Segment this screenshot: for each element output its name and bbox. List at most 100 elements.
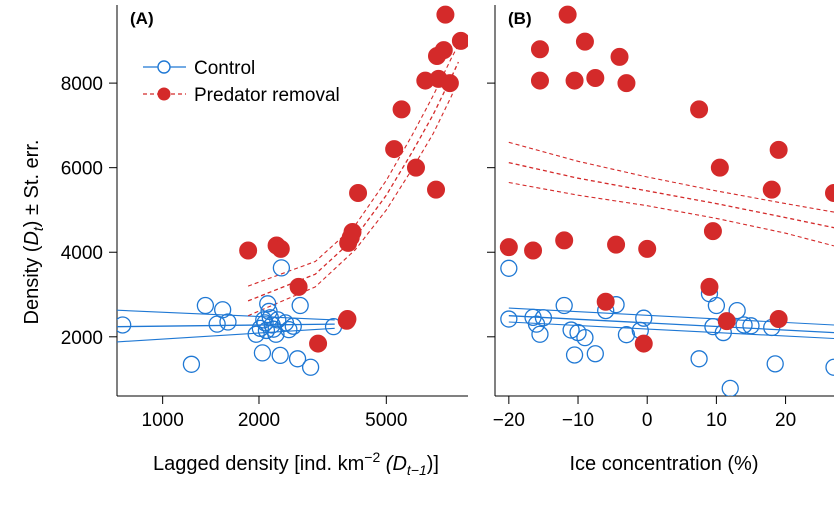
panel-a-y-tick-label: 8000 bbox=[61, 74, 103, 95]
panel-b-control-point bbox=[690, 350, 708, 368]
panel-a-control-fit-lower-line bbox=[117, 327, 335, 343]
panel-a-control-point bbox=[269, 311, 287, 329]
panel-b-control-point bbox=[635, 309, 653, 327]
panel-b-control-point bbox=[500, 310, 518, 328]
panel-b-control-point bbox=[766, 355, 784, 373]
panel-a-predator-point bbox=[338, 310, 357, 329]
panel-a-control-fit-line bbox=[117, 323, 335, 328]
panel-a-y-tick-label: 6000 bbox=[61, 159, 103, 180]
panel-b-predator-point bbox=[610, 47, 629, 66]
panel-a-control-point bbox=[257, 321, 276, 340]
panel-b-predator-point bbox=[558, 5, 577, 24]
panel-a-control-point bbox=[219, 313, 237, 331]
panel-a-predator-point bbox=[289, 277, 308, 296]
panel-a-control-point bbox=[259, 295, 277, 313]
panel-a-control-point bbox=[267, 325, 285, 343]
panel-a-control-point bbox=[117, 316, 132, 334]
panel-b-control-point bbox=[576, 328, 594, 347]
panel-b-predator-point bbox=[575, 32, 594, 51]
panel-b-predator-point bbox=[690, 100, 709, 119]
y-axis-title-main: Density ( bbox=[21, 245, 43, 324]
panel-b-predator-point bbox=[717, 312, 736, 331]
panel-b-control-point bbox=[735, 316, 753, 334]
panel-a-predator-point bbox=[239, 241, 258, 260]
panel-a-label: (A) bbox=[130, 9, 154, 28]
panel-a-control-point bbox=[301, 358, 320, 376]
panel-b-predator-point bbox=[586, 69, 605, 88]
panel-b-predator-point bbox=[596, 292, 615, 311]
panel-b-x-tick-label: −20 bbox=[493, 410, 525, 431]
panel-b-axes bbox=[494, 5, 834, 397]
panel-b-predator-point bbox=[565, 71, 584, 90]
panel-b-control-point bbox=[721, 379, 739, 396]
panel-a-y-tick-label: 2000 bbox=[61, 328, 103, 349]
x-axis-a-title-var: (D bbox=[380, 453, 407, 475]
panel-b-control-point bbox=[531, 325, 549, 343]
panel-b-predator-point bbox=[499, 238, 518, 257]
panel-b-x-tick-label: −10 bbox=[562, 410, 594, 431]
panel-b-control-point bbox=[586, 345, 604, 363]
panel-a-control-fit-upper-line bbox=[117, 309, 335, 321]
legend-predator-label: Predator removal bbox=[194, 85, 340, 106]
panel-b-predator-point bbox=[825, 184, 834, 203]
panel-a-control-point bbox=[271, 346, 289, 365]
panel-a-plot bbox=[117, 5, 468, 376]
panel-a-predator-point bbox=[271, 239, 290, 258]
panel-b-control-point bbox=[534, 309, 553, 327]
panel-b-control-point bbox=[825, 358, 834, 376]
panel-a-control-point bbox=[253, 344, 272, 362]
panel-b-control-point bbox=[742, 317, 760, 335]
panel-a-control-point bbox=[247, 325, 265, 343]
panel-a-predator-point bbox=[427, 180, 446, 199]
panel-b-predator-point bbox=[769, 140, 788, 159]
panel-b-predator-point bbox=[530, 40, 549, 59]
panel-b-predator-point bbox=[710, 158, 729, 177]
panel-b-predator-point bbox=[634, 334, 653, 353]
panel-b-label: (B) bbox=[508, 9, 532, 28]
panel-b-predator-point bbox=[530, 71, 549, 90]
panel-b-predator-point bbox=[617, 74, 636, 93]
panel-a-x-tick-label: 1000 bbox=[142, 410, 184, 431]
axis-ticks: 1000 2000 5000 2000 4000 6000 8000 −20 −10 0 10 20 bbox=[61, 74, 796, 431]
panel-a-control-point bbox=[208, 315, 226, 333]
panel-a-predator-point bbox=[392, 100, 411, 119]
y-axis-title-var: D bbox=[21, 231, 43, 245]
panel-a-predator-point bbox=[349, 184, 368, 203]
panel-a-control-point bbox=[196, 296, 215, 315]
panel-b-control-point bbox=[617, 326, 636, 344]
panel-a-predator-point bbox=[436, 5, 455, 24]
panel-b-predator-point bbox=[762, 180, 781, 199]
panel-a-control-point bbox=[280, 320, 298, 339]
y-axis-title-rest: ) ± St. err. bbox=[21, 140, 43, 228]
panel-a-predator-point bbox=[309, 334, 328, 353]
panel-a-control-point bbox=[272, 259, 291, 277]
y-axis-title: Density (Dt) ± St. err. bbox=[21, 140, 46, 325]
panel-b-control-point bbox=[500, 259, 518, 277]
panel-b-control-point bbox=[565, 346, 584, 364]
panel-b-predator-point bbox=[769, 310, 788, 329]
panel-a-predator-point bbox=[385, 140, 404, 159]
panel-b-control-point bbox=[555, 296, 573, 315]
panel-b-control-point bbox=[707, 296, 726, 315]
panel-b-plot bbox=[499, 5, 834, 396]
panel-b-predator-point bbox=[638, 239, 657, 258]
panel-a-control-point bbox=[214, 301, 232, 319]
panel-b-predator-fit-upper-line bbox=[508, 141, 834, 213]
panel-b-predator-point bbox=[524, 241, 543, 260]
panel-a-control-point bbox=[288, 350, 307, 368]
panel-b-predator-fit-line bbox=[508, 161, 834, 229]
x-axis-a-title-main: Lagged density [ind. km bbox=[153, 453, 364, 475]
panel-a-control-point bbox=[291, 296, 309, 315]
panel-b-x-tick-label: 10 bbox=[706, 410, 727, 431]
panel-a-predator-point bbox=[343, 222, 362, 241]
panel-a-predator-point bbox=[440, 74, 459, 93]
panel-b-predator-point bbox=[700, 277, 719, 296]
panel-b-predator-point bbox=[607, 235, 626, 254]
panel-a-control-point bbox=[255, 311, 273, 329]
panel-a-x-axis-title: Lagged density [ind. km−2 (Dt−1)] bbox=[153, 449, 439, 478]
legend-control-label: Control bbox=[194, 58, 255, 79]
legend-predator-marker bbox=[157, 87, 171, 101]
panel-a-x-tick-label: 2000 bbox=[238, 410, 280, 431]
legend-control-marker bbox=[157, 60, 171, 74]
panel-a-control-point bbox=[261, 309, 279, 327]
